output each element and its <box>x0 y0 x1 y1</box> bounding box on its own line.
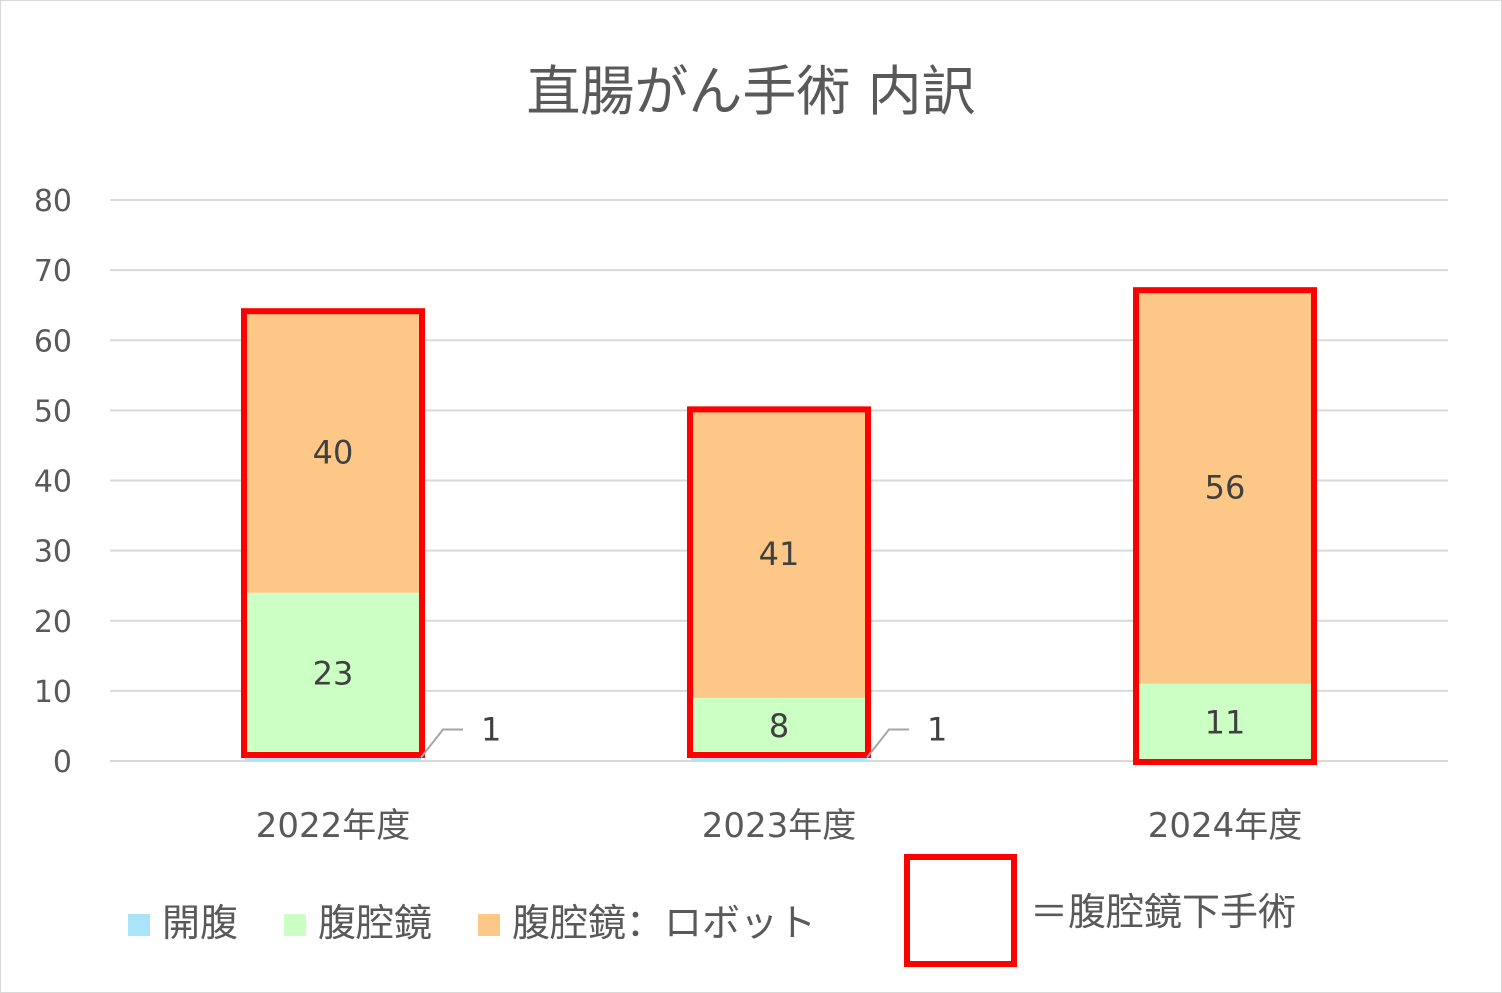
legend: 開腹 腹腔鏡 腹腔鏡：ロボット <box>128 901 816 945</box>
bar-segment <box>245 312 421 593</box>
y-tick-label: 20 <box>34 605 72 640</box>
data-label: 1 <box>927 710 947 748</box>
bar-segment <box>691 697 867 754</box>
bar-segment <box>245 592 421 754</box>
highlight-box <box>1133 287 1317 765</box>
y-tick-label: 40 <box>34 465 72 500</box>
y-tick-label: 0 <box>53 745 72 780</box>
data-label-group: 1 <box>420 710 501 759</box>
y-tick-label: 30 <box>34 535 72 570</box>
highlight-box <box>687 406 871 758</box>
bar-segment <box>1137 291 1313 684</box>
x-tick-label: 2022年度 <box>256 806 411 846</box>
highlight-boxes <box>241 287 1317 765</box>
legend-swatch <box>128 914 150 936</box>
legend-label: 腹腔鏡：ロボット <box>512 901 816 945</box>
legend-label: 腹腔鏡 <box>318 901 432 945</box>
data-labels: 1 23 40 1 8 41 11 56 <box>313 433 1246 759</box>
bars <box>245 291 1313 761</box>
data-label: 8 <box>769 707 789 745</box>
x-axis: 2022年度 2023年度 2024年度 <box>256 806 1303 846</box>
y-tick-label: 10 <box>34 675 72 710</box>
y-axis: 0 10 20 30 40 50 60 70 80 <box>34 184 72 780</box>
data-label: 11 <box>1205 703 1246 741</box>
x-tick-label: 2023年度 <box>702 806 857 846</box>
legend-label: 開腹 <box>162 901 238 945</box>
legend-item: 開腹 <box>128 901 238 945</box>
legend-swatch <box>284 914 307 936</box>
legend-item: 腹腔鏡：ロボット <box>478 901 816 945</box>
y-tick-label: 70 <box>34 254 72 289</box>
x-tick-label: 2024年度 <box>1148 806 1303 846</box>
chart-title: 直腸がん手術 内訳 <box>526 60 975 123</box>
highlight-box <box>241 308 425 758</box>
data-label: 23 <box>313 654 354 692</box>
data-label: 56 <box>1205 469 1246 507</box>
data-label-group: 1 <box>866 710 947 759</box>
data-label: 41 <box>759 535 800 573</box>
legend-swatch <box>478 914 501 936</box>
annotation: ＝腹腔鏡下手術 <box>904 854 1296 967</box>
data-label: 40 <box>313 433 354 471</box>
leader-line <box>420 728 463 759</box>
bar-segment <box>691 410 867 698</box>
annotation-box <box>904 854 1017 967</box>
y-tick-label: 80 <box>34 184 72 219</box>
y-tick-label: 50 <box>34 394 72 429</box>
leader-line <box>866 728 909 759</box>
annotation-text: ＝腹腔鏡下手術 <box>1030 890 1296 934</box>
bar-segment <box>1137 683 1313 761</box>
y-tick-label: 60 <box>34 324 72 359</box>
data-label: 1 <box>481 710 501 748</box>
legend-item: 腹腔鏡 <box>284 901 432 945</box>
